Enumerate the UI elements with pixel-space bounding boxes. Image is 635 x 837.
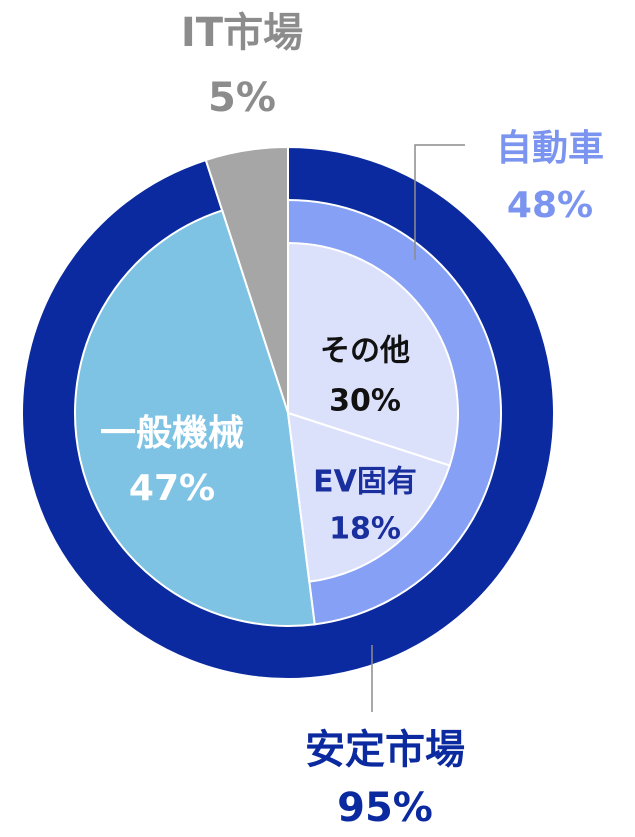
segment-value: 47% bbox=[129, 468, 215, 509]
segment-name: 自動車 bbox=[496, 128, 604, 169]
segment-value: 48% bbox=[507, 185, 593, 226]
wedge bbox=[287, 241, 459, 467]
labels: 安定市場 95% IT市場 5% 自動車 48% 一般機械 47% その他 30% EV固有 18% bbox=[100, 10, 604, 831]
segment-name: その他 bbox=[320, 334, 410, 369]
wedge bbox=[286, 411, 451, 583]
segment-value: 5% bbox=[208, 75, 276, 121]
segment-name: EV固有 bbox=[313, 465, 417, 500]
segment-value: 18% bbox=[329, 512, 401, 547]
segment-value: 95% bbox=[337, 785, 433, 831]
segment-name: IT市場 bbox=[181, 10, 303, 56]
wedge bbox=[204, 145, 289, 414]
segment-name: 安定市場 bbox=[305, 727, 465, 773]
wedge bbox=[74, 209, 316, 627]
segment-value: 30% bbox=[329, 384, 401, 419]
leader-line bbox=[414, 144, 465, 260]
segment-name: 一般機械 bbox=[100, 413, 244, 454]
wedges bbox=[21, 145, 555, 680]
